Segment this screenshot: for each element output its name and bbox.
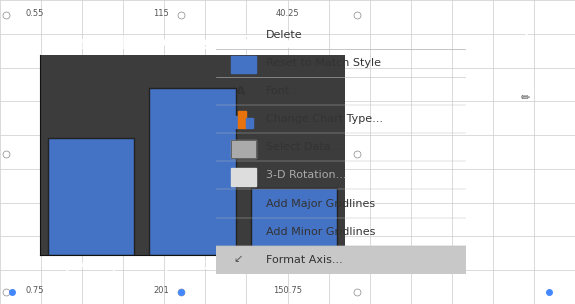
Text: ↙: ↙ <box>233 254 243 264</box>
Bar <box>216 246 466 274</box>
Text: Pamphlets Categorization: Pamphlets Categorization <box>51 35 312 53</box>
Bar <box>238 111 246 128</box>
Text: +: + <box>518 31 534 49</box>
Bar <box>231 116 238 128</box>
Text: 0.75: 0.75 <box>25 286 44 295</box>
Text: 0.55: 0.55 <box>25 9 44 18</box>
Bar <box>231 56 256 74</box>
Text: 201: 201 <box>153 286 169 295</box>
Bar <box>48 138 134 255</box>
Text: Change Chart Type...: Change Chart Type... <box>266 114 382 124</box>
Text: A: A <box>236 85 246 98</box>
Text: 3-D Rotation...: 3-D Rotation... <box>266 171 346 181</box>
Text: Font...: Font... <box>266 86 301 96</box>
Text: Add Minor Gridlines: Add Minor Gridlines <box>266 226 375 237</box>
Bar <box>231 140 256 157</box>
Text: Reset to Match Style: Reset to Match Style <box>266 58 381 68</box>
Bar <box>231 168 256 185</box>
Text: Delete: Delete <box>266 30 302 40</box>
Bar <box>251 188 338 255</box>
Text: 115: 115 <box>153 9 169 18</box>
Bar <box>150 88 236 255</box>
Text: 150.75: 150.75 <box>273 286 302 295</box>
Text: 40.25: 40.25 <box>275 9 300 18</box>
Text: Select Data...: Select Data... <box>266 143 341 152</box>
Bar <box>246 118 253 128</box>
Text: Format Axis...: Format Axis... <box>266 254 342 264</box>
Text: ✏: ✏ <box>521 93 531 103</box>
Bar <box>231 140 256 157</box>
Text: Add Major Gridlines: Add Major Gridlines <box>266 199 375 209</box>
